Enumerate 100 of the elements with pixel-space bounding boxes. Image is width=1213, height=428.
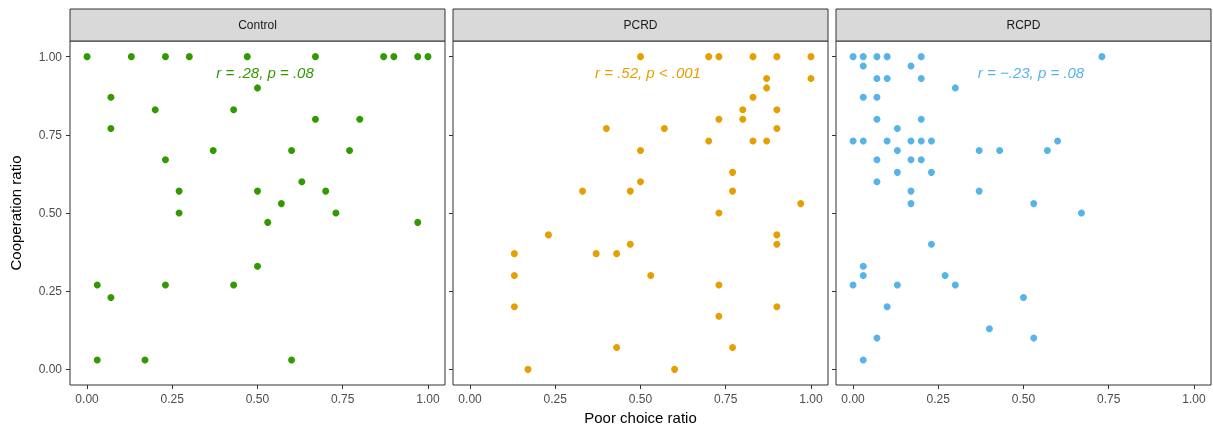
point [230, 106, 238, 114]
point [510, 303, 518, 311]
point [873, 156, 881, 164]
point [107, 293, 115, 301]
point [773, 231, 781, 239]
point [544, 231, 552, 239]
point [288, 356, 296, 364]
point [510, 250, 518, 258]
point [1043, 146, 1051, 154]
point [1098, 53, 1106, 61]
point [773, 53, 781, 61]
point [161, 281, 169, 289]
y-tick-label: 0.75 [38, 127, 63, 142]
point [230, 281, 238, 289]
x-tick-label: 0.75 [331, 392, 355, 406]
x-tick-label: 1.00 [799, 392, 823, 406]
point [715, 53, 723, 61]
point [917, 156, 925, 164]
point [763, 137, 771, 145]
point [739, 106, 747, 114]
annotation: r = .28, p = .08 [216, 63, 315, 81]
point [107, 125, 115, 133]
x-tick-label: 0.00 [75, 392, 100, 406]
point [917, 115, 925, 123]
point [729, 187, 737, 195]
point [859, 137, 867, 145]
point [637, 53, 644, 61]
point [592, 250, 600, 258]
point [975, 187, 983, 195]
point [873, 178, 881, 186]
x-tick-label: 1.00 [1182, 392, 1206, 406]
point [917, 53, 925, 61]
x-tick-label: 0.50 [245, 392, 270, 406]
x-tick-label: 0.25 [543, 392, 568, 406]
point [807, 75, 815, 83]
point [859, 93, 867, 101]
point [93, 356, 101, 364]
chart-title: Control [238, 18, 277, 32]
point [1020, 293, 1027, 301]
point [883, 303, 891, 311]
x-axis-title: Poor choice ratio [584, 408, 697, 426]
x-tick-label: 0.75 [1097, 392, 1121, 406]
x-tick-label: 0.00 [841, 392, 866, 406]
point [356, 115, 364, 123]
point [414, 218, 422, 226]
point [613, 343, 621, 351]
point [807, 53, 815, 61]
point [83, 53, 91, 61]
x-tick-label: 0.50 [628, 392, 653, 406]
point [715, 312, 723, 320]
point [893, 125, 901, 133]
point [907, 200, 915, 208]
point [873, 53, 881, 61]
point [93, 281, 101, 289]
point [749, 93, 757, 101]
point [917, 137, 925, 145]
point [322, 187, 330, 195]
point [613, 250, 621, 258]
point [127, 53, 135, 61]
x-tick-label: 1.00 [416, 392, 440, 406]
point [1054, 137, 1062, 145]
y-axis-title: Cooperation ratio [7, 155, 24, 271]
point [883, 75, 891, 83]
point [859, 62, 867, 70]
point [941, 272, 949, 280]
point [951, 281, 959, 289]
point [579, 187, 587, 195]
point [1030, 334, 1038, 342]
point [773, 106, 781, 114]
point [873, 93, 881, 101]
point [763, 84, 771, 92]
point [424, 53, 432, 61]
point [298, 178, 306, 186]
x-tick-label: 0.25 [160, 392, 185, 406]
point [985, 325, 993, 333]
chart-title: RCPD [1006, 18, 1041, 32]
point [705, 53, 713, 61]
point [729, 168, 737, 176]
y-tick-label: 1.00 [38, 49, 63, 64]
point [626, 240, 634, 248]
point [927, 137, 935, 145]
point [209, 146, 217, 154]
point [254, 84, 261, 92]
point [951, 84, 959, 92]
point [996, 146, 1004, 154]
point [797, 200, 805, 208]
annotation: r = −.23, p = .08 [977, 63, 1085, 81]
point [185, 53, 193, 61]
x-tick-label: 0.50 [1011, 392, 1036, 406]
point [859, 356, 867, 364]
point [254, 187, 261, 195]
point [773, 303, 781, 311]
x-tick-label: 0.75 [714, 392, 738, 406]
point [161, 53, 169, 61]
point [975, 146, 983, 154]
point [749, 53, 757, 61]
point [883, 137, 891, 145]
point [390, 53, 398, 61]
point [380, 53, 388, 61]
y-tick-label: 0.50 [38, 206, 63, 220]
